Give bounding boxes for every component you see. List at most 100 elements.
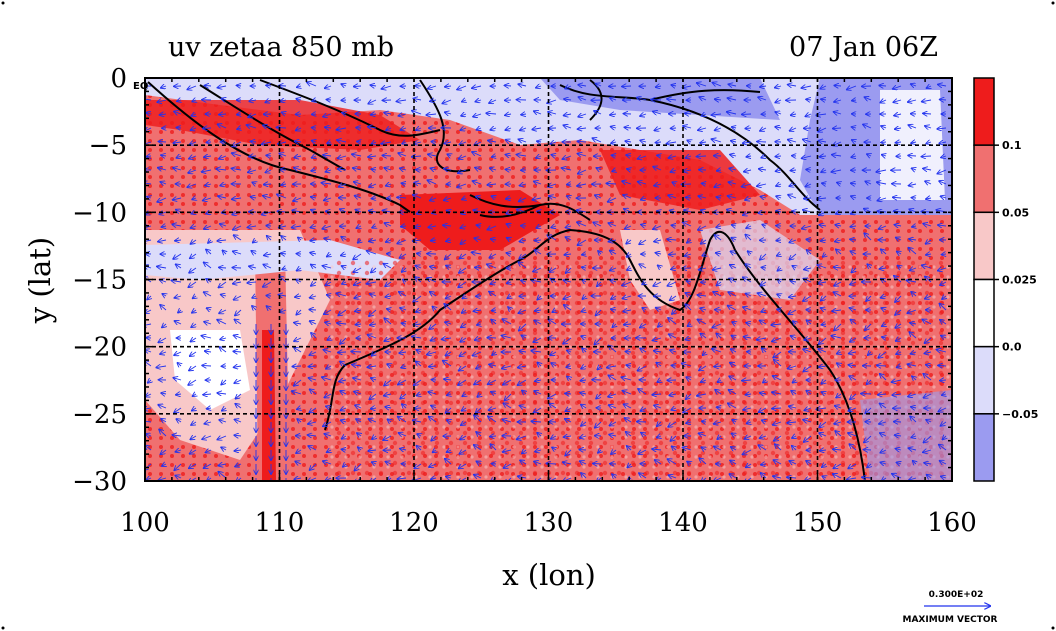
chart-title-right: 07 Jan 06Z [789, 32, 938, 63]
wind-vector [625, 226, 632, 229]
wind-vector [428, 86, 437, 89]
wind-vector [192, 310, 196, 313]
wind-vector [178, 310, 181, 313]
y-tick-label--15: −15 [72, 266, 127, 296]
wind-vector [310, 253, 317, 254]
wind-vector [881, 308, 886, 310]
wind-vector [248, 114, 257, 117]
wind-vector [430, 100, 437, 101]
wind-vector [658, 265, 661, 268]
wind-vector [743, 277, 752, 283]
wind-vector [473, 210, 482, 212]
wind-vector [218, 196, 227, 198]
wind-vector [731, 141, 737, 142]
wind-vector [145, 240, 152, 242]
wind-vector [459, 156, 467, 159]
wind-vector [864, 209, 872, 212]
wind-vector [248, 170, 257, 172]
wind-vector [398, 114, 407, 116]
wind-vector [370, 324, 377, 325]
colorbar-label-0: 0.1 [1002, 139, 1022, 152]
wind-vector [581, 336, 586, 338]
wind-vector [713, 83, 722, 86]
wind-vector [372, 198, 376, 199]
wind-vector [383, 210, 392, 212]
wind-vector [354, 86, 362, 87]
wind-vector [821, 296, 827, 301]
wind-vector [818, 349, 827, 352]
wind-vector [656, 142, 662, 143]
wind-vector [566, 226, 572, 228]
wind-vector [158, 240, 167, 242]
wind-vector [624, 209, 632, 212]
wind-vector [298, 237, 301, 240]
wind-vector [641, 225, 647, 226]
wind-vector [863, 124, 872, 128]
wind-vector [882, 337, 886, 338]
wind-vector [940, 282, 947, 285]
wind-vector [877, 198, 887, 201]
wind-vector [582, 296, 586, 299]
wind-vector [850, 251, 857, 254]
wind-vector [637, 98, 647, 100]
wind-vector [727, 112, 737, 114]
wind-vector [806, 169, 812, 170]
wind-vector [656, 308, 662, 310]
wind-vector [311, 282, 317, 286]
wind-vector [296, 310, 301, 315]
wind-vector [762, 348, 766, 352]
wind-vector [507, 282, 511, 283]
wind-vector [833, 128, 842, 129]
wind-vector [458, 170, 467, 173]
wind-vector [847, 86, 857, 90]
wind-vector [803, 139, 812, 142]
wind-vector [220, 338, 227, 340]
wind-vector [807, 250, 811, 254]
wind-vector [492, 156, 496, 157]
wind-vector [216, 169, 227, 170]
wind-vector [337, 323, 347, 324]
wind-vector [322, 226, 332, 229]
wind-vector [776, 184, 781, 186]
wind-vector [908, 248, 917, 255]
wind-vector [702, 183, 706, 184]
wind-vector [472, 152, 482, 157]
wind-vector [397, 100, 407, 101]
wind-vector [367, 282, 377, 284]
wind-vector [703, 352, 706, 355]
wind-vector [323, 155, 332, 156]
wind-vector [745, 264, 752, 268]
wind-vector [324, 238, 332, 240]
wind-vector [746, 323, 751, 324]
wind-vector [506, 155, 512, 156]
wind-vector [400, 168, 407, 170]
wind-vector [444, 304, 452, 311]
wind-vector [912, 168, 916, 170]
wind-vector [234, 235, 242, 241]
wind-vector [910, 268, 917, 270]
wind-vector [386, 240, 392, 242]
wind-vector [793, 321, 796, 324]
wind-vector [232, 141, 242, 146]
wind-vector [281, 184, 286, 185]
wind-vector [486, 113, 497, 114]
wind-vector [354, 282, 362, 285]
wind-vector [311, 197, 317, 198]
wind-vector [266, 155, 272, 156]
wind-vector [430, 198, 437, 201]
wind-vector [670, 296, 677, 300]
wind-vector [669, 156, 677, 158]
wind-vector [311, 333, 317, 339]
wind-vector [372, 226, 376, 228]
wind-vector [698, 128, 707, 130]
wind-vector [432, 307, 436, 310]
wind-vector [191, 240, 197, 244]
wind-vector [413, 195, 422, 198]
wind-vector [773, 351, 782, 358]
wind-vector [174, 111, 182, 114]
wind-vector [310, 240, 317, 241]
wind-vector [938, 268, 947, 271]
wind-vector [157, 100, 167, 102]
wind-vector [297, 268, 301, 271]
wind-vector [667, 99, 677, 100]
